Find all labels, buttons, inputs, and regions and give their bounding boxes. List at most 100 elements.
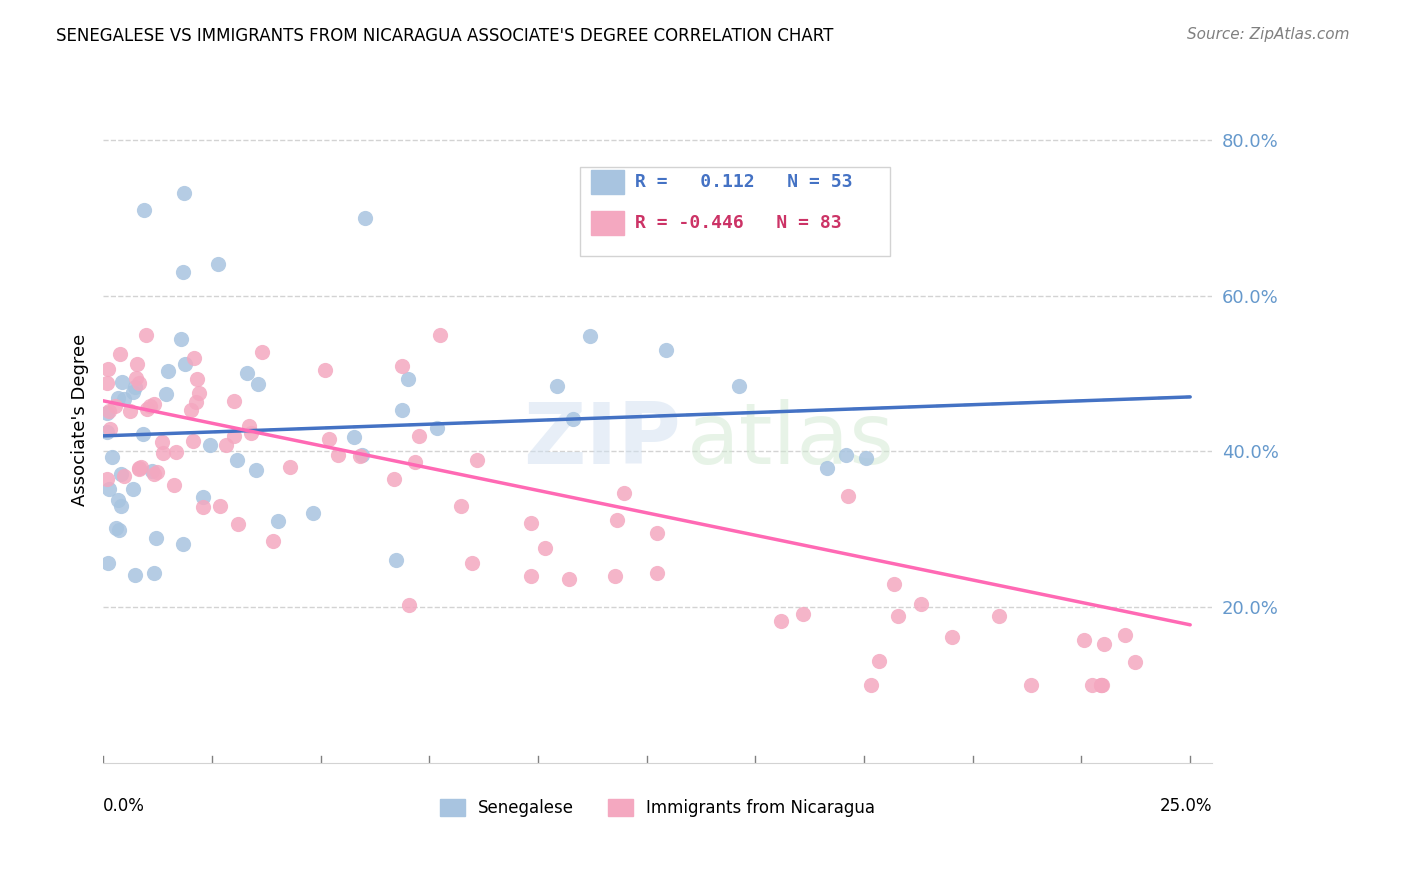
Point bbox=[450, 500, 472, 514]
Point bbox=[162, 477, 184, 491]
Point bbox=[193, 490, 215, 504]
Point bbox=[122, 483, 145, 497]
Point bbox=[186, 394, 208, 409]
Point bbox=[408, 428, 430, 442]
Point bbox=[382, 472, 405, 486]
Point bbox=[122, 385, 145, 400]
Point bbox=[143, 397, 166, 411]
Point bbox=[96, 376, 118, 390]
Point bbox=[226, 516, 249, 531]
Point bbox=[97, 556, 120, 570]
Point bbox=[534, 541, 557, 556]
Point bbox=[238, 418, 260, 433]
Point bbox=[426, 420, 449, 434]
Point bbox=[112, 469, 135, 483]
Point bbox=[1091, 678, 1114, 692]
Point bbox=[398, 598, 420, 612]
Text: atlas: atlas bbox=[686, 400, 894, 483]
Point bbox=[250, 344, 273, 359]
Point bbox=[139, 400, 162, 414]
Point bbox=[132, 202, 155, 217]
Point bbox=[96, 472, 118, 486]
Point bbox=[104, 400, 127, 414]
Point bbox=[1090, 678, 1112, 692]
Point bbox=[112, 392, 135, 406]
Point bbox=[128, 462, 150, 476]
Point bbox=[225, 453, 247, 467]
Point bbox=[183, 351, 205, 365]
Text: ZIP: ZIP bbox=[523, 400, 681, 483]
Point bbox=[278, 459, 301, 474]
Point bbox=[605, 569, 627, 583]
Text: 0.0%: 0.0% bbox=[103, 797, 145, 815]
Point bbox=[1114, 628, 1136, 642]
Point bbox=[98, 422, 121, 436]
Point bbox=[1081, 678, 1104, 692]
Point bbox=[349, 449, 371, 463]
Point bbox=[111, 375, 134, 389]
Point bbox=[883, 576, 905, 591]
Point bbox=[860, 678, 883, 692]
Point bbox=[1123, 655, 1146, 669]
Point bbox=[152, 446, 174, 460]
Point bbox=[318, 432, 340, 446]
Point bbox=[314, 363, 336, 377]
Point bbox=[941, 630, 963, 644]
Point bbox=[520, 569, 543, 583]
Point bbox=[354, 211, 377, 225]
Point bbox=[97, 361, 120, 376]
Point bbox=[172, 265, 194, 279]
Point bbox=[97, 404, 120, 418]
Point bbox=[124, 380, 146, 394]
Point bbox=[146, 465, 169, 479]
Text: R = -0.446   N = 83: R = -0.446 N = 83 bbox=[636, 214, 842, 232]
Point bbox=[396, 372, 419, 386]
Point bbox=[835, 448, 858, 462]
Text: R =   0.112   N = 53: R = 0.112 N = 53 bbox=[636, 173, 853, 191]
Point bbox=[247, 376, 270, 391]
Point bbox=[108, 523, 131, 537]
Point bbox=[107, 391, 129, 405]
Point bbox=[173, 186, 195, 200]
Point bbox=[132, 427, 155, 442]
Point bbox=[561, 412, 583, 426]
Point bbox=[142, 566, 165, 581]
Point bbox=[180, 402, 202, 417]
Point bbox=[1092, 637, 1115, 651]
Point bbox=[546, 379, 568, 393]
Point bbox=[1073, 633, 1095, 648]
Legend: Senegalese, Immigrants from Nicaragua: Senegalese, Immigrants from Nicaragua bbox=[433, 792, 882, 823]
Point bbox=[124, 568, 146, 582]
Point bbox=[135, 327, 157, 342]
Point bbox=[404, 455, 426, 469]
Point bbox=[105, 521, 128, 535]
Text: 25.0%: 25.0% bbox=[1160, 797, 1212, 815]
Point bbox=[328, 448, 350, 462]
Point bbox=[141, 464, 163, 478]
Point bbox=[98, 483, 121, 497]
Point bbox=[645, 566, 668, 581]
Point bbox=[815, 461, 838, 475]
FancyBboxPatch shape bbox=[579, 167, 890, 256]
Point bbox=[645, 526, 668, 541]
Point bbox=[207, 257, 229, 271]
Point bbox=[125, 357, 148, 371]
Point bbox=[96, 425, 118, 439]
Point bbox=[1019, 678, 1042, 692]
Point bbox=[262, 533, 284, 548]
Point bbox=[465, 453, 488, 467]
Point bbox=[855, 450, 877, 465]
Y-axis label: Associate's Degree: Associate's Degree bbox=[72, 334, 89, 507]
Bar bbox=[591, 211, 624, 235]
Point bbox=[101, 450, 124, 464]
Point bbox=[868, 654, 890, 668]
Point bbox=[350, 448, 373, 462]
Point bbox=[461, 556, 484, 570]
Point bbox=[172, 537, 194, 551]
Point bbox=[886, 608, 908, 623]
Point bbox=[174, 357, 197, 371]
Point bbox=[770, 614, 793, 628]
Point bbox=[613, 486, 636, 500]
Point bbox=[606, 512, 628, 526]
Point bbox=[96, 406, 118, 420]
